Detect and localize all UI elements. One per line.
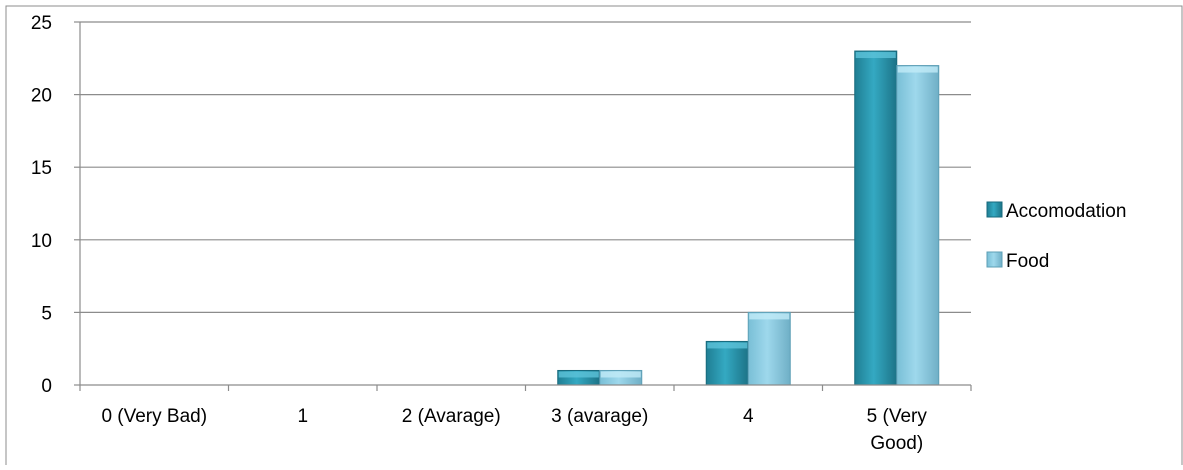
axes: 0 5 10 15 20 25 0 (Very Bad) 1 2 (Avarage) 3 (ava… bbox=[31, 13, 972, 454]
bar-body bbox=[705, 340, 749, 386]
y-tick-label: 5 bbox=[41, 303, 52, 324]
bar bbox=[705, 340, 749, 386]
x-tick-label: 1 bbox=[297, 406, 308, 427]
chart-frame bbox=[5, 5, 1183, 467]
bar-bevel bbox=[855, 52, 896, 59]
y-tick-label: 0 bbox=[41, 376, 52, 397]
x-tick-label: 2 (Avarage) bbox=[402, 406, 501, 427]
bars bbox=[557, 50, 940, 386]
bar-body bbox=[896, 65, 940, 386]
bar bbox=[557, 369, 601, 386]
bar-body bbox=[854, 50, 898, 386]
bar-body bbox=[747, 311, 791, 386]
y-tick-label: 10 bbox=[31, 231, 52, 252]
bar-bevel bbox=[600, 371, 641, 378]
bar bbox=[747, 311, 791, 386]
legend: Accomodation Food bbox=[986, 201, 1126, 272]
bar-bevel bbox=[558, 371, 599, 378]
bar-bevel bbox=[707, 342, 748, 349]
gridlines bbox=[80, 21, 971, 313]
bar-bevel bbox=[749, 313, 790, 320]
legend-label: Accomodation bbox=[1006, 201, 1126, 222]
x-tick-label: 5 (Very Good) bbox=[867, 406, 928, 454]
legend-label: Food bbox=[1006, 251, 1049, 272]
x-tick-label: 3 (avarage) bbox=[551, 406, 648, 427]
legend-entry: Food bbox=[986, 251, 1049, 272]
legend-swatch bbox=[986, 201, 1003, 218]
y-tick-label: 15 bbox=[31, 158, 52, 179]
bar bbox=[854, 50, 898, 386]
bar bbox=[599, 369, 643, 386]
x-tick-label: 0 (Very Bad) bbox=[101, 406, 207, 427]
bar bbox=[896, 65, 940, 386]
bar-bevel bbox=[897, 66, 938, 73]
legend-swatch bbox=[986, 251, 1003, 268]
legend-entry: Accomodation bbox=[986, 201, 1126, 222]
x-tick-label: 4 bbox=[743, 406, 754, 427]
y-tick-label: 20 bbox=[31, 86, 52, 107]
y-tick-label: 25 bbox=[31, 13, 52, 34]
